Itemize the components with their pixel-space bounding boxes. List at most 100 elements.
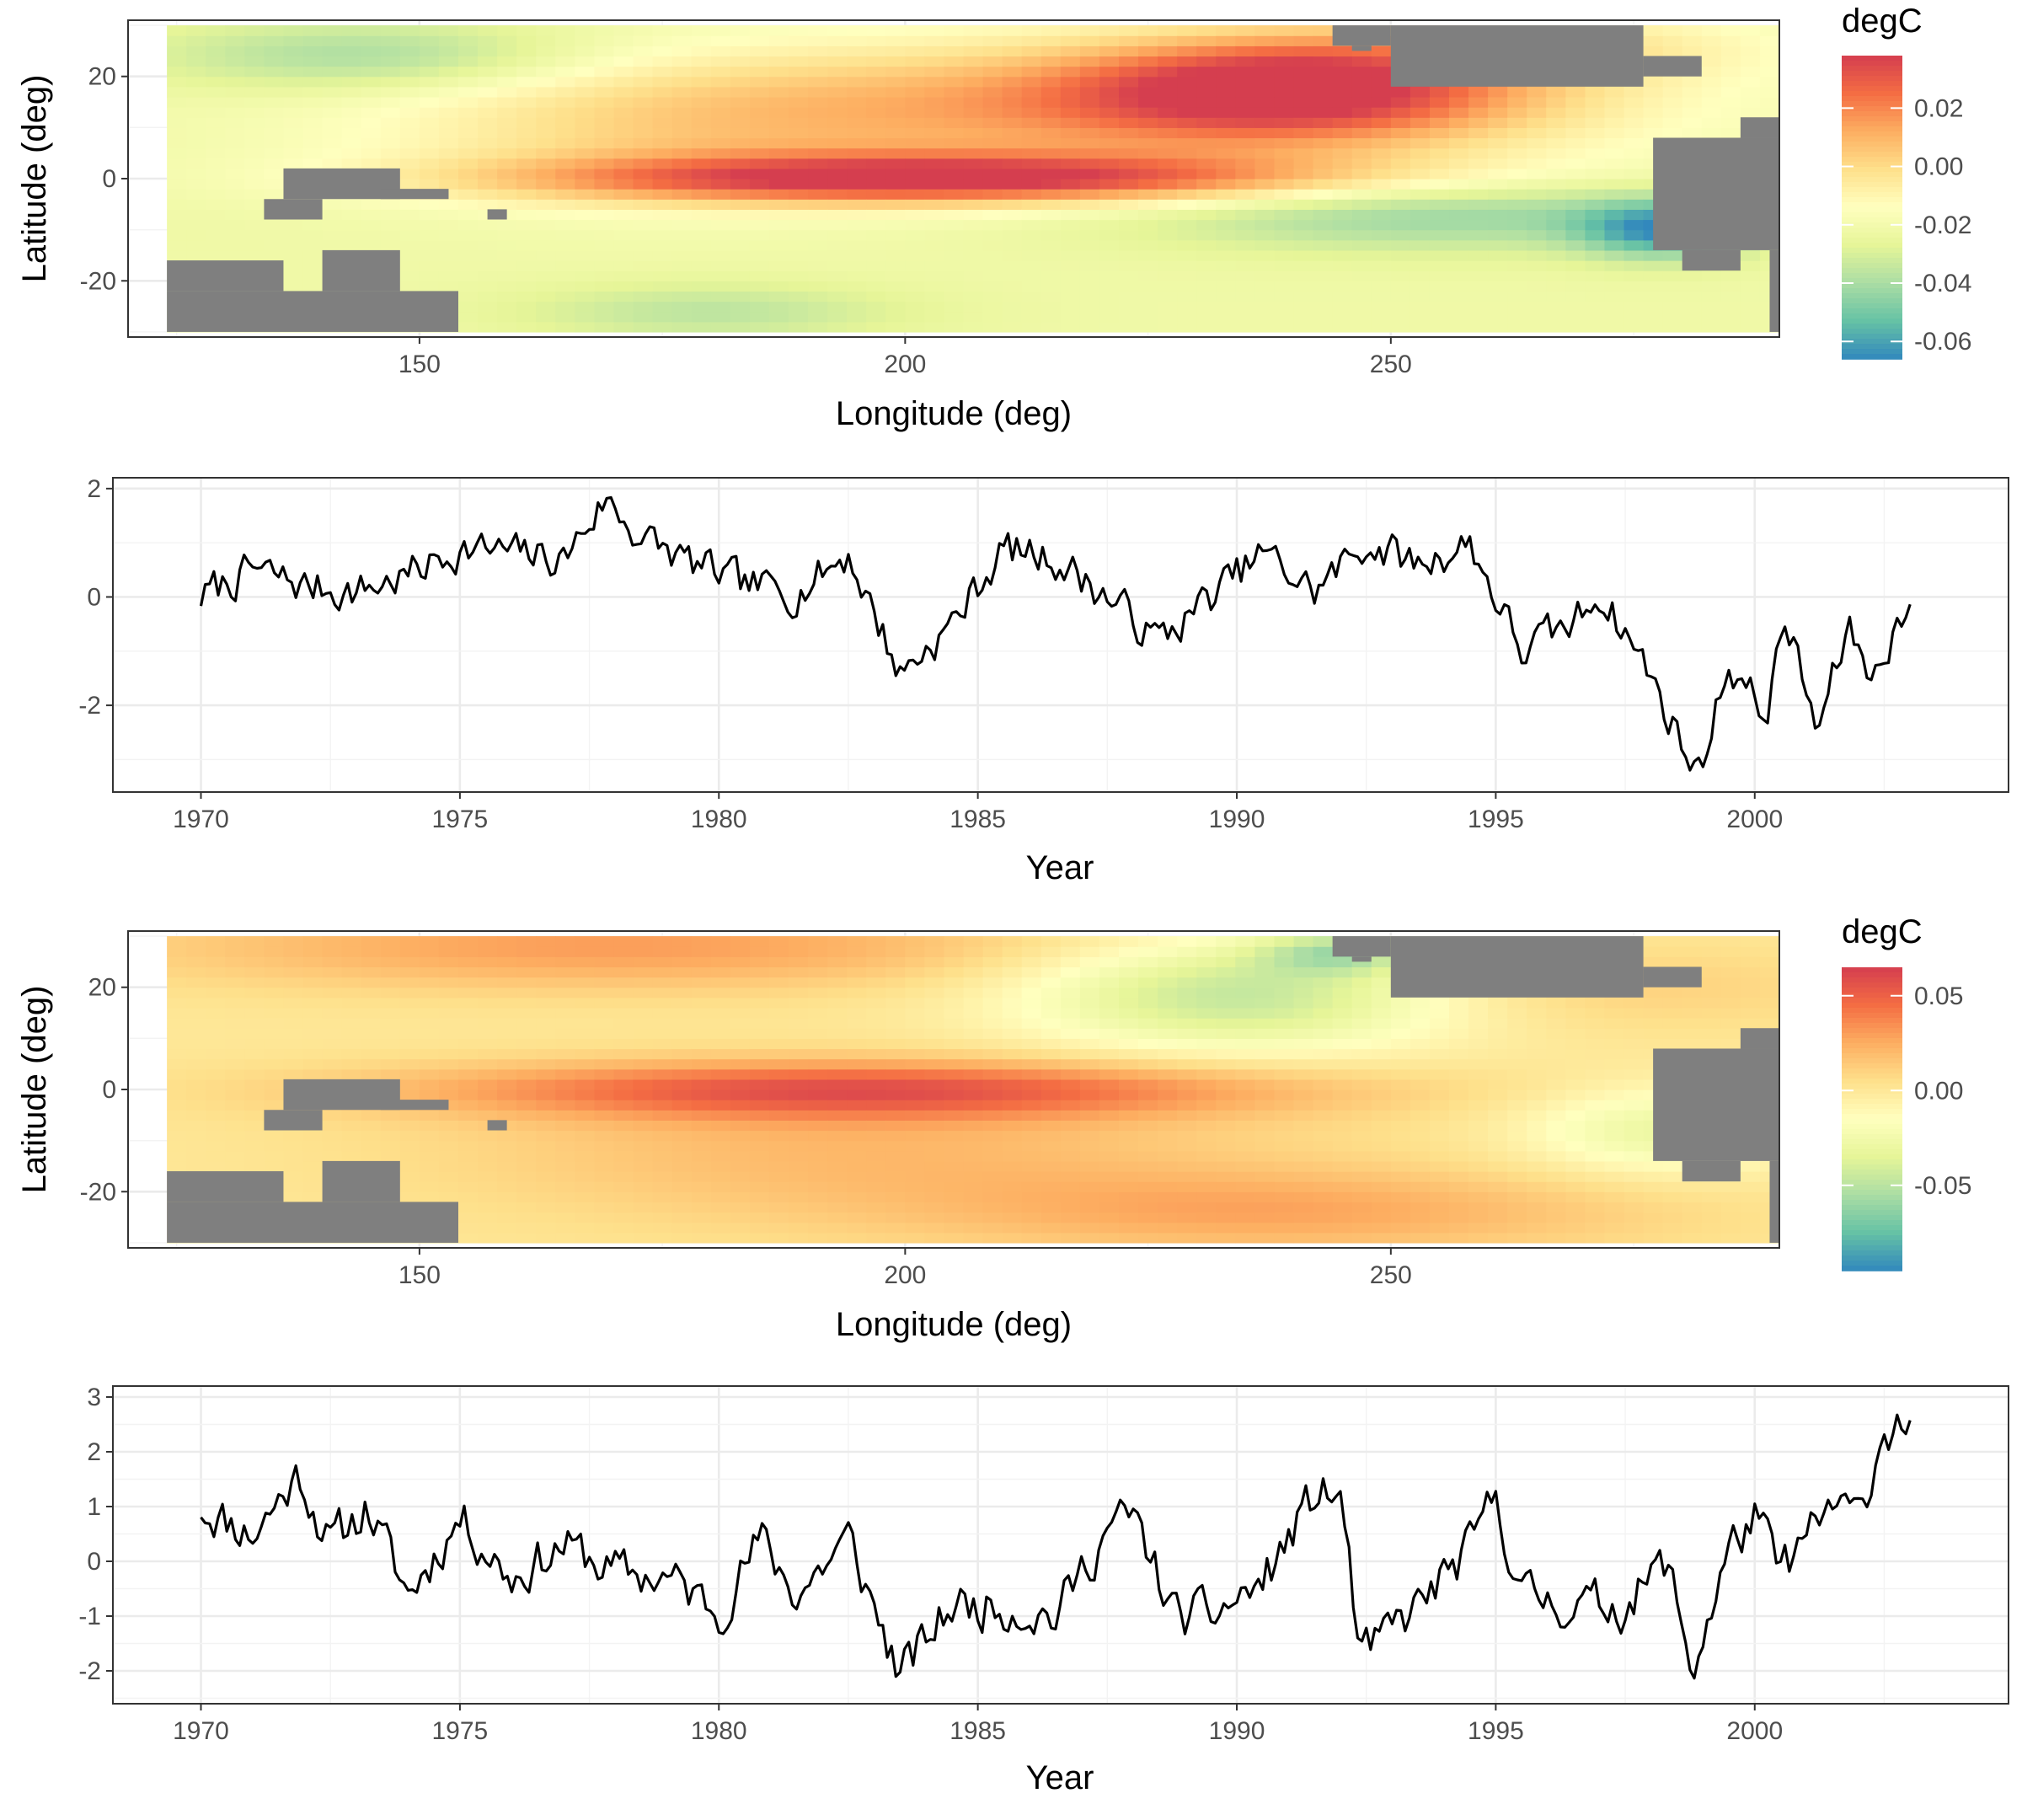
heat-cell	[1351, 1160, 1372, 1172]
heat-cell	[827, 96, 848, 108]
heat-cell	[1643, 25, 1664, 36]
heat-cell	[1099, 1068, 1120, 1080]
heat-cell	[847, 1058, 867, 1070]
heat-cell	[283, 66, 304, 78]
heat-cell	[1507, 270, 1527, 281]
heat-cell	[1021, 301, 1042, 313]
heat-cell	[186, 25, 206, 36]
heat-cell	[1488, 168, 1508, 179]
heat-cell	[652, 1160, 673, 1172]
heat-cell	[1158, 977, 1178, 988]
heat-cell	[982, 956, 1003, 968]
heat-cell	[1002, 321, 1023, 333]
heat-cell	[1410, 168, 1431, 179]
heat-cell	[827, 966, 848, 978]
heat-cell	[982, 1038, 1003, 1050]
heat-cell	[749, 76, 770, 88]
heat-cell	[808, 1140, 828, 1152]
heat-cell	[283, 966, 304, 978]
heat-cell	[1351, 249, 1372, 261]
heat-cell	[1138, 1089, 1158, 1100]
heat-cell	[652, 270, 673, 281]
heat-cell	[652, 936, 673, 947]
heat-cell	[730, 1079, 751, 1090]
heat-cell	[1235, 1222, 1256, 1234]
heat-cell	[264, 179, 285, 190]
heat-cell	[1565, 168, 1586, 179]
heat-cell	[1565, 1171, 1586, 1182]
heat-cell	[1643, 987, 1664, 998]
heat-cell	[1390, 239, 1411, 251]
map-1-x-axis-title: Longitude (deg)	[836, 395, 1072, 432]
heat-cell	[1390, 281, 1411, 292]
heat-cell	[671, 137, 693, 149]
heat-cell	[302, 956, 324, 968]
heat-cell	[1138, 311, 1158, 323]
heat-cell	[944, 1068, 965, 1080]
heat-cell	[1351, 86, 1372, 98]
heat-cell	[458, 987, 479, 998]
heat-cell	[361, 1150, 382, 1162]
heat-cell	[322, 1140, 343, 1152]
heat-cell	[633, 1058, 654, 1070]
heat-cell	[789, 189, 809, 200]
heat-cell	[1604, 1089, 1625, 1100]
heat-cell	[419, 66, 440, 78]
heat-cell	[516, 86, 537, 98]
heat-cell	[1332, 1232, 1353, 1244]
heat-cell	[1332, 1160, 1353, 1172]
heat-cell	[419, 56, 440, 67]
heat-cell	[1546, 1160, 1566, 1172]
heat-cell	[264, 137, 285, 149]
heat-cell	[1235, 1110, 1256, 1121]
heat-cell	[613, 35, 634, 46]
heat-cell	[1371, 1048, 1392, 1060]
heat-cell	[1119, 249, 1139, 261]
heat-cell	[575, 956, 596, 968]
heat-cell	[536, 966, 556, 978]
heat-cell	[1527, 249, 1547, 261]
heat-cell	[768, 966, 789, 978]
heat-cell	[1079, 127, 1100, 139]
heat-cell	[1040, 158, 1062, 169]
heat-cell	[1371, 977, 1392, 988]
heat-cell	[516, 321, 537, 333]
heat-cell	[944, 199, 965, 210]
heat-cell	[380, 66, 401, 78]
heat-cell	[1682, 86, 1703, 98]
heat-cell	[1040, 291, 1062, 302]
heat-cell	[1060, 291, 1081, 302]
heat-cell	[1507, 107, 1527, 118]
heat-cell	[341, 1058, 362, 1070]
heat-cell	[497, 249, 517, 261]
heat-cell	[555, 117, 575, 128]
heat-cell	[1390, 189, 1411, 200]
heat-cell	[1079, 1079, 1100, 1090]
heat-cell	[1662, 76, 1683, 88]
heat-cell	[1216, 1089, 1236, 1100]
heat-cell	[1002, 966, 1023, 978]
heat-cell	[1099, 127, 1120, 139]
heat-cell	[1235, 137, 1256, 149]
heat-cell	[1138, 199, 1158, 210]
heat-cell	[905, 35, 926, 46]
heat-cell	[1274, 321, 1295, 333]
heat-cell	[768, 1028, 789, 1039]
heat-cell	[1740, 249, 1761, 261]
heat-cell	[1119, 1028, 1139, 1039]
heat-cell	[458, 249, 479, 261]
heat-cell	[594, 321, 615, 333]
heat-cell	[847, 997, 867, 1009]
heat-cell	[1079, 966, 1100, 978]
heat-cell	[789, 199, 809, 210]
heat-cell	[633, 1007, 654, 1019]
heat-cell	[905, 189, 926, 200]
heat-cell	[575, 239, 596, 251]
heat-cell	[730, 270, 751, 281]
heat-cell	[1293, 1038, 1314, 1050]
heat-cell	[399, 1110, 420, 1121]
heat-cell	[1313, 249, 1334, 261]
heat-cell	[1410, 270, 1431, 281]
heat-cell	[206, 1140, 226, 1152]
heat-cell	[789, 956, 809, 968]
